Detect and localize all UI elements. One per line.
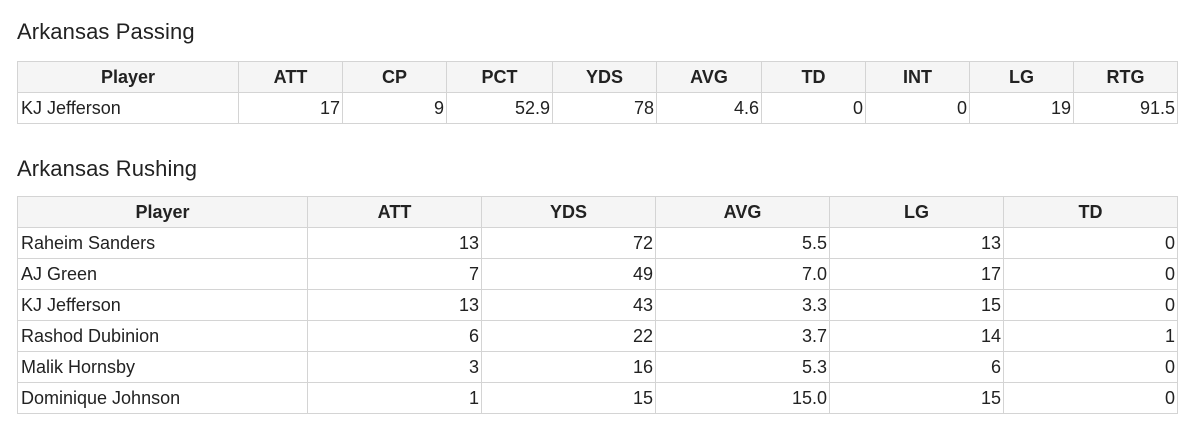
stat-cell: 17 xyxy=(829,258,1004,290)
stat-cell: 1 xyxy=(1003,320,1178,352)
column-header-td[interactable]: TD xyxy=(761,61,866,93)
stat-cell: 0 xyxy=(1003,351,1178,383)
stat-cell: 22 xyxy=(481,320,656,352)
stat-cell: 0 xyxy=(1003,227,1178,259)
player-name-cell: Malik Hornsby xyxy=(17,351,308,383)
table-row: Raheim Sanders 13 72 5.5 13 0 xyxy=(17,227,1178,259)
stat-cell: 15 xyxy=(481,382,656,414)
stat-cell: 0 xyxy=(1003,258,1178,290)
stat-cell: 7 xyxy=(307,258,482,290)
stat-cell: 0 xyxy=(761,92,866,124)
player-name-cell: Raheim Sanders xyxy=(17,227,308,259)
stat-cell: 5.5 xyxy=(655,227,830,259)
table-header-row: Player ATT CP PCT YDS AVG TD INT LG RTG xyxy=(17,61,1178,93)
player-name-cell: KJ Jefferson xyxy=(17,92,239,124)
player-name-cell: Rashod Dubinion xyxy=(17,320,308,352)
column-header-pct[interactable]: PCT xyxy=(446,61,553,93)
stat-cell: 6 xyxy=(307,320,482,352)
table-row: Malik Hornsby 3 16 5.3 6 0 xyxy=(17,351,1178,383)
stat-cell: 15.0 xyxy=(655,382,830,414)
table-row: Rashod Dubinion 6 22 3.7 14 1 xyxy=(17,320,1178,352)
stat-cell: 16 xyxy=(481,351,656,383)
table-row: Dominique Johnson 1 15 15.0 15 0 xyxy=(17,382,1178,414)
stat-cell: 0 xyxy=(865,92,970,124)
stat-cell: 4.6 xyxy=(656,92,762,124)
player-name-cell: KJ Jefferson xyxy=(17,289,308,321)
column-header-avg[interactable]: AVG xyxy=(655,196,830,228)
stat-cell: 9 xyxy=(342,92,447,124)
column-header-avg[interactable]: AVG xyxy=(656,61,762,93)
stat-cell: 3.7 xyxy=(655,320,830,352)
stat-cell: 91.5 xyxy=(1073,92,1178,124)
stat-cell: 13 xyxy=(829,227,1004,259)
column-header-att[interactable]: ATT xyxy=(238,61,343,93)
column-header-player[interactable]: Player xyxy=(17,196,308,228)
table-row: KJ Jefferson 13 43 3.3 15 0 xyxy=(17,289,1178,321)
stat-cell: 78 xyxy=(552,92,657,124)
stat-cell: 15 xyxy=(829,289,1004,321)
table-row: KJ Jefferson 17 9 52.9 78 4.6 0 0 19 91.… xyxy=(17,92,1178,124)
column-header-yds[interactable]: YDS xyxy=(552,61,657,93)
stat-cell: 15 xyxy=(829,382,1004,414)
stat-cell: 14 xyxy=(829,320,1004,352)
table-row: AJ Green 7 49 7.0 17 0 xyxy=(17,258,1178,290)
stat-cell: 0 xyxy=(1003,289,1178,321)
stat-cell: 52.9 xyxy=(446,92,553,124)
stat-cell: 13 xyxy=(307,289,482,321)
column-header-player[interactable]: Player xyxy=(17,61,239,93)
stat-cell: 1 xyxy=(307,382,482,414)
stat-cell: 17 xyxy=(238,92,343,124)
stat-cell: 6 xyxy=(829,351,1004,383)
stat-cell: 3 xyxy=(307,351,482,383)
player-name-cell: Dominique Johnson xyxy=(17,382,308,414)
column-header-lg[interactable]: LG xyxy=(969,61,1074,93)
column-header-rtg[interactable]: RTG xyxy=(1073,61,1178,93)
stat-cell: 5.3 xyxy=(655,351,830,383)
rushing-section-title: Arkansas Rushing xyxy=(17,156,198,181)
stat-cell: 13 xyxy=(307,227,482,259)
passing-stats-table: Player ATT CP PCT YDS AVG TD INT LG RTG … xyxy=(17,61,1178,124)
stat-cell: 49 xyxy=(481,258,656,290)
stat-cell: 3.3 xyxy=(655,289,830,321)
column-header-yds[interactable]: YDS xyxy=(481,196,656,228)
table-header-row: Player ATT YDS AVG LG TD xyxy=(17,196,1178,228)
stat-cell: 72 xyxy=(481,227,656,259)
column-header-td[interactable]: TD xyxy=(1003,196,1178,228)
rushing-stats-table: Player ATT YDS AVG LG TD Raheim Sanders … xyxy=(17,196,1178,414)
column-header-int[interactable]: INT xyxy=(865,61,970,93)
player-name-cell: AJ Green xyxy=(17,258,308,290)
column-header-att[interactable]: ATT xyxy=(307,196,482,228)
column-header-cp[interactable]: CP xyxy=(342,61,447,93)
passing-section-title: Arkansas Passing xyxy=(17,19,195,44)
stat-cell: 7.0 xyxy=(655,258,830,290)
stat-cell: 19 xyxy=(969,92,1074,124)
column-header-lg[interactable]: LG xyxy=(829,196,1004,228)
stat-cell: 43 xyxy=(481,289,656,321)
stat-cell: 0 xyxy=(1003,382,1178,414)
